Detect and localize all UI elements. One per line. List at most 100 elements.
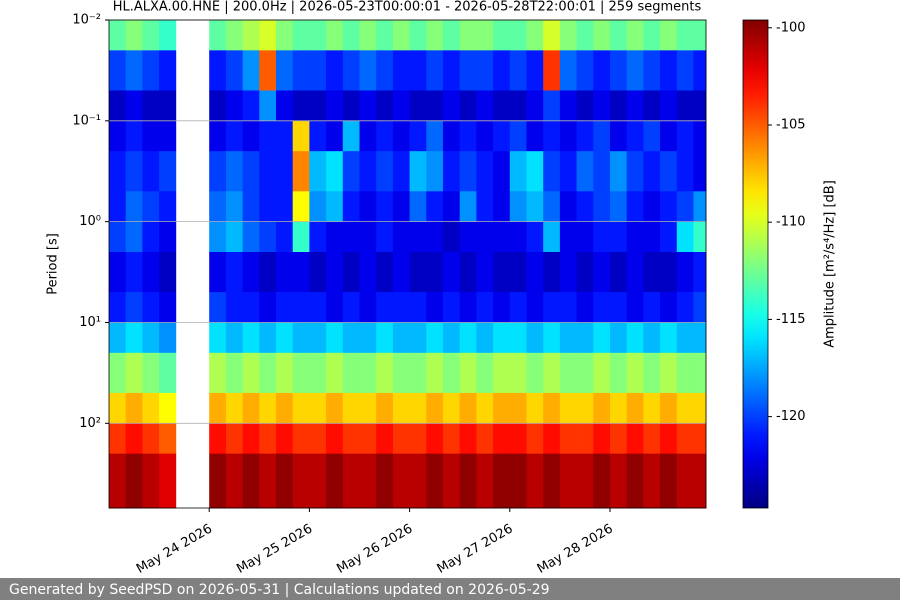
heatmap-cell [459,191,477,223]
heatmap-cell [543,292,561,323]
heatmap-cell [275,120,294,152]
heatmap-cell [660,292,678,323]
heatmap-cell [459,50,477,91]
heatmap-cell [342,50,360,91]
plot-frame [108,19,707,509]
heatmap-cell [342,423,360,455]
heatmap-cell [609,20,628,51]
heatmap-cell [359,322,377,354]
heatmap-cell [660,423,678,455]
heatmap-cell [559,453,577,509]
heatmap-cell [593,392,611,424]
heatmap-cell [609,50,628,91]
heatmap-cell [660,453,678,509]
heatmap-cell [275,392,294,424]
heatmap-cell [142,151,160,192]
heatmap-cell [459,392,477,424]
heatmap-cell [676,392,694,424]
heatmap-cell [392,322,410,354]
heatmap-cell [576,90,594,122]
heatmap-cell [476,90,494,122]
heatmap-cell [442,120,461,152]
heatmap-cell [576,50,594,91]
heatmap-cell [225,191,243,223]
heatmap-cell [459,221,477,253]
heatmap-cell [593,251,611,293]
heatmap-cell [609,392,628,424]
heatmap-cell [292,322,310,354]
heatmap-cell [609,151,628,192]
heatmap-cell [209,151,227,192]
heatmap-cell [409,423,427,455]
heatmap-cell [209,251,227,293]
heatmap-cell [660,352,678,394]
heatmap-cell [442,221,461,253]
heatmap-cell [326,191,344,223]
chart-title: HL.ALXA.00.HNE | 200.0Hz | 2026-05-23T00… [113,0,702,15]
heatmap-cell [392,392,410,424]
heatmap-cell [409,292,427,323]
heatmap-cell [442,20,461,51]
heatmap-cell [409,20,427,51]
heatmap-cell [409,352,427,394]
heatmap-cell [526,423,544,455]
heatmap-cell [609,90,628,122]
heatmap-cell [309,251,327,293]
heatmap-cell [225,151,243,192]
heatmap-cell [609,322,628,354]
heatmap-cell [609,120,628,152]
heatmap-cell [559,50,577,91]
heatmap-cell [676,120,694,152]
heatmap-cell [259,120,277,152]
heatmap-cell [259,322,277,354]
heatmap-cell [576,120,594,152]
heatmap-cell [342,352,360,394]
heatmap-cell [242,50,260,91]
heatmap-cell [476,322,494,354]
heatmap-cell [426,20,444,51]
heatmap-cell [259,251,277,293]
heatmap-cell [409,453,427,509]
heatmap-cell [693,20,707,51]
heatmap-cell [392,90,410,122]
heatmap-cell [209,221,227,253]
heatmap-cell [426,392,444,424]
heatmap-cell [275,50,294,91]
heatmap-cell [426,352,444,394]
heatmap-cell [209,191,227,223]
heatmap-cell [326,322,344,354]
heatmap-cell [292,20,310,51]
heatmap-cell [493,191,511,223]
heatmap-cell [309,392,327,424]
heatmap-cell [676,50,694,91]
heatmap-cell [259,191,277,223]
heatmap-cell [476,392,494,424]
heatmap-cell [543,251,561,293]
heatmap-cell [576,322,594,354]
heatmap-cell [643,423,661,455]
heatmap-cell [359,423,377,455]
heatmap-cell [359,453,377,509]
heatmap-cell [225,221,243,253]
heatmap-cell [576,221,594,253]
y-tick-label: 10⁻¹ [72,113,101,128]
heatmap-cell [242,221,260,253]
heatmap-cell [409,251,427,293]
heatmap-cell [676,423,694,455]
heatmap-cell [509,322,527,354]
heatmap-cell [426,453,444,509]
x-tick-label: May 26 2026 [334,522,415,577]
heatmap-cell [593,191,611,223]
heatmap-cell [376,423,394,455]
heatmap-cell [576,352,594,394]
heatmap-cell [142,191,160,223]
heatmap-cell [693,191,707,223]
heatmap-cell [493,423,511,455]
heatmap-cell [493,352,511,394]
heatmap-cell [442,90,461,122]
heatmap-cell [159,90,177,122]
heatmap-cell [359,352,377,394]
heatmap-cell [209,453,227,509]
heatmap-cell [142,120,160,152]
heatmap-cell [643,221,661,253]
